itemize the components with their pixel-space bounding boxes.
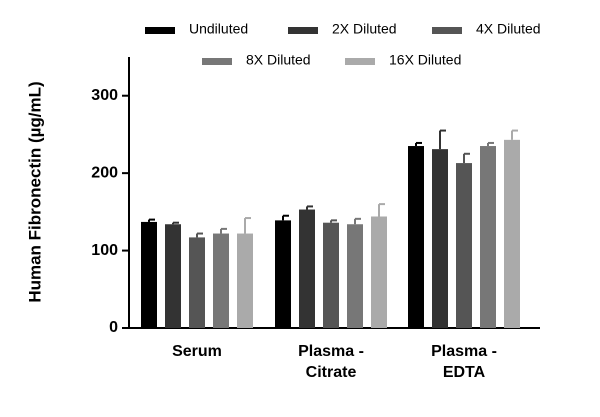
x-tick-label: Plasma - Citrate [298, 343, 364, 381]
bar [323, 222, 339, 328]
bar [275, 220, 291, 328]
bar [141, 221, 157, 328]
bar [299, 209, 315, 328]
bar [237, 233, 253, 328]
legend-swatch [145, 27, 175, 34]
legend-label: Undiluted [189, 21, 248, 37]
legend-swatch [202, 58, 232, 65]
legend-swatch [345, 58, 375, 65]
bar [165, 224, 181, 328]
y-axis-title: Human Fibronectin (µg/mL) [25, 81, 44, 302]
y-tick-label: 0 [109, 319, 118, 336]
legend-swatch [432, 27, 462, 34]
x-tick-label: Serum [172, 343, 222, 360]
x-tick-label: Plasma - EDTA [431, 343, 497, 381]
y-tick-label: 200 [91, 164, 118, 181]
bar [347, 224, 363, 328]
bar [432, 149, 448, 328]
bar [189, 237, 205, 328]
bar [480, 146, 496, 328]
legend-label: 2X Diluted [332, 21, 397, 37]
legend-label: 8X Diluted [246, 52, 311, 68]
legend-label: 4X Diluted [476, 21, 541, 37]
legend-label: 16X Diluted [389, 52, 461, 68]
y-tick-label: 300 [91, 87, 118, 104]
y-tick-label: 100 [91, 242, 118, 259]
bar [504, 139, 520, 328]
bar [213, 233, 229, 328]
bar [408, 146, 424, 328]
legend-swatch [288, 27, 318, 34]
bar [371, 216, 387, 328]
bar [456, 163, 472, 328]
